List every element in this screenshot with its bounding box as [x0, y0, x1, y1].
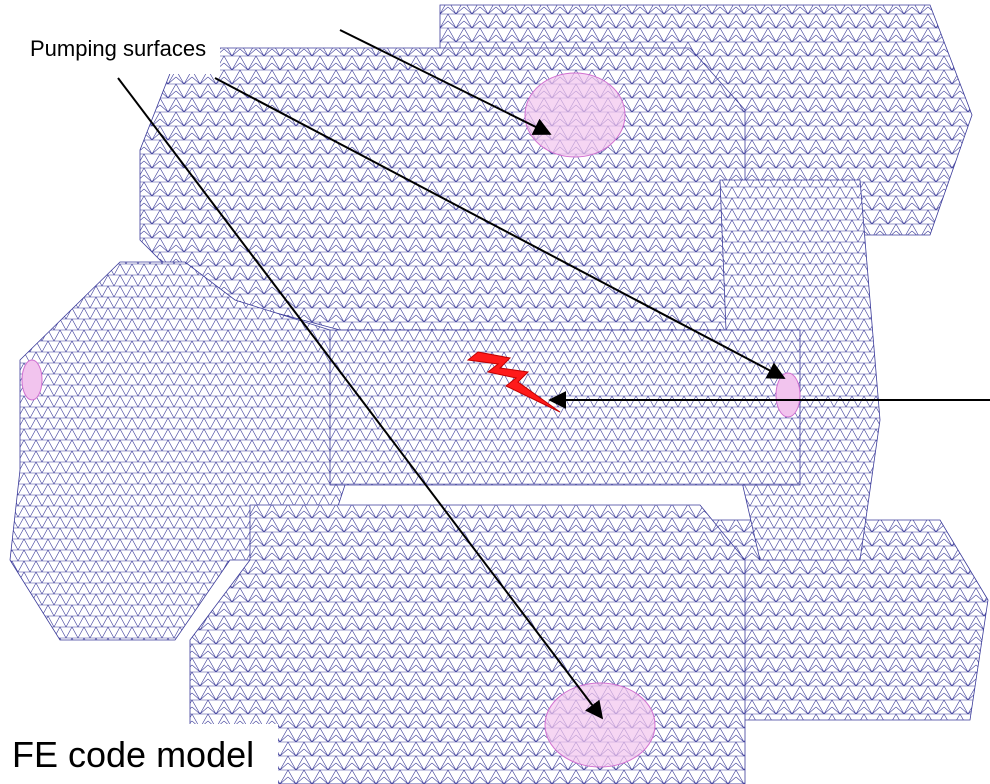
pumping-surface-right: [776, 373, 800, 417]
mesh-shaft: [330, 330, 800, 485]
pumping-surface-bottom: [545, 683, 655, 767]
pumping-surface-left: [22, 360, 42, 400]
mesh-top-box: [140, 48, 745, 330]
pumping-surface-top: [525, 73, 625, 157]
model-label: FE code model: [0, 724, 278, 784]
pumping-label: Pumping surfaces: [0, 0, 220, 74]
fe-mesh-diagram: [0, 0, 990, 784]
page: Pumping surfaces FE code model: [0, 0, 990, 784]
